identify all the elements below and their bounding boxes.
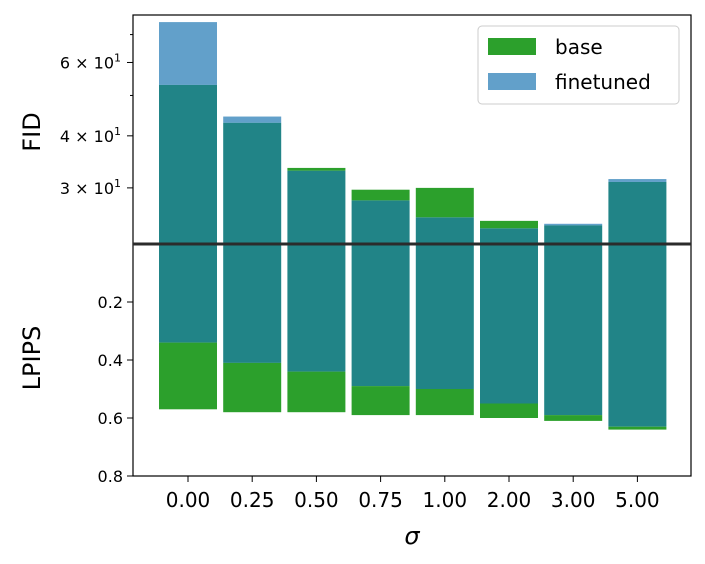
fid-bar-overlap-2.00 bbox=[480, 228, 538, 244]
fid-ytick-label-60: 6 × 101 bbox=[60, 51, 121, 72]
x-axis-label: σ bbox=[404, 522, 420, 550]
lpips-bar-base-3.00 bbox=[544, 415, 603, 421]
lpips-bar-overlap-0.00 bbox=[159, 244, 217, 343]
fid-axis-label: FID bbox=[18, 112, 46, 151]
legend: base finetuned bbox=[477, 25, 680, 105]
lpips-axis-label: LPIPS bbox=[18, 326, 46, 391]
lpips-bar-overlap-2.00 bbox=[480, 244, 538, 404]
xtick-label-5.00: 5.00 bbox=[615, 488, 660, 512]
fid-bar-overlap-0.00 bbox=[159, 84, 217, 245]
lpips-bars bbox=[159, 244, 667, 430]
lpips-bar-base-0.75 bbox=[351, 386, 410, 416]
lpips-bar-base-0.50 bbox=[287, 371, 346, 413]
fid-bar-overlap-0.50 bbox=[287, 170, 346, 244]
lpips-ytick-label-0.8: 0.8 bbox=[98, 467, 123, 486]
fid-bar-overlap-0.25 bbox=[223, 122, 282, 244]
fid-bar-base-2.00 bbox=[480, 220, 538, 229]
xtick-label-0.25: 0.25 bbox=[230, 488, 275, 512]
fid-bar-finetuned-0.00 bbox=[159, 22, 217, 85]
xtick-label-0.50: 0.50 bbox=[294, 488, 339, 512]
legend-label-finetuned: finetuned bbox=[555, 70, 651, 94]
lpips-bar-base-5.00 bbox=[608, 426, 667, 430]
lpips-bar-overlap-3.00 bbox=[544, 244, 603, 416]
xtick-label-0.00: 0.00 bbox=[166, 488, 211, 512]
fid-ytick-label-40: 4 × 101 bbox=[60, 125, 121, 146]
xtick-label-2.00: 2.00 bbox=[487, 488, 532, 512]
fid-bar-overlap-1.00 bbox=[415, 217, 474, 244]
lpips-bar-overlap-0.25 bbox=[223, 244, 282, 363]
legend-swatch-finetuned bbox=[488, 73, 536, 90]
fid-bar-base-1.00 bbox=[415, 187, 474, 218]
fid-bar-overlap-3.00 bbox=[544, 225, 603, 244]
xtick-label-3.00: 3.00 bbox=[551, 488, 596, 512]
fid-bar-finetuned-5.00 bbox=[608, 179, 667, 182]
ticks: 3 × 101 4 × 101 6 × 101 0.2 0.4 0.6 0.8 0.00 0.2… bbox=[60, 34, 660, 512]
fid-bar-base-0.50 bbox=[287, 167, 346, 171]
fid-bars bbox=[159, 22, 667, 245]
lpips-ytick-label-0.2: 0.2 bbox=[98, 293, 123, 312]
lpips-bar-overlap-0.50 bbox=[287, 244, 346, 372]
lpips-bar-base-0.00 bbox=[159, 342, 217, 410]
fid-bar-finetuned-3.00 bbox=[544, 223, 603, 226]
fid-bar-base-0.75 bbox=[351, 189, 410, 201]
lpips-ytick-label-0.6: 0.6 bbox=[98, 409, 123, 428]
axes bbox=[132, 14, 692, 477]
xtick-label-1.00: 1.00 bbox=[423, 488, 468, 512]
fid-ytick-label-30: 3 × 101 bbox=[60, 177, 121, 198]
fid-bar-overlap-5.00 bbox=[608, 181, 667, 244]
lpips-bar-base-2.00 bbox=[480, 403, 538, 418]
lpips-ytick-label-0.4: 0.4 bbox=[98, 351, 123, 370]
lpips-bar-overlap-0.75 bbox=[351, 244, 410, 387]
fid-bar-overlap-0.75 bbox=[351, 200, 410, 244]
fid-bar-finetuned-0.25 bbox=[223, 116, 282, 123]
lpips-bar-base-1.00 bbox=[415, 389, 474, 416]
lpips-bar-overlap-1.00 bbox=[415, 244, 474, 389]
legend-swatch-base bbox=[488, 38, 536, 55]
lpips-bar-base-0.25 bbox=[223, 362, 282, 413]
legend-label-base: base bbox=[555, 35, 603, 59]
lpips-bar-overlap-5.00 bbox=[608, 244, 667, 427]
xtick-label-0.75: 0.75 bbox=[358, 488, 403, 512]
